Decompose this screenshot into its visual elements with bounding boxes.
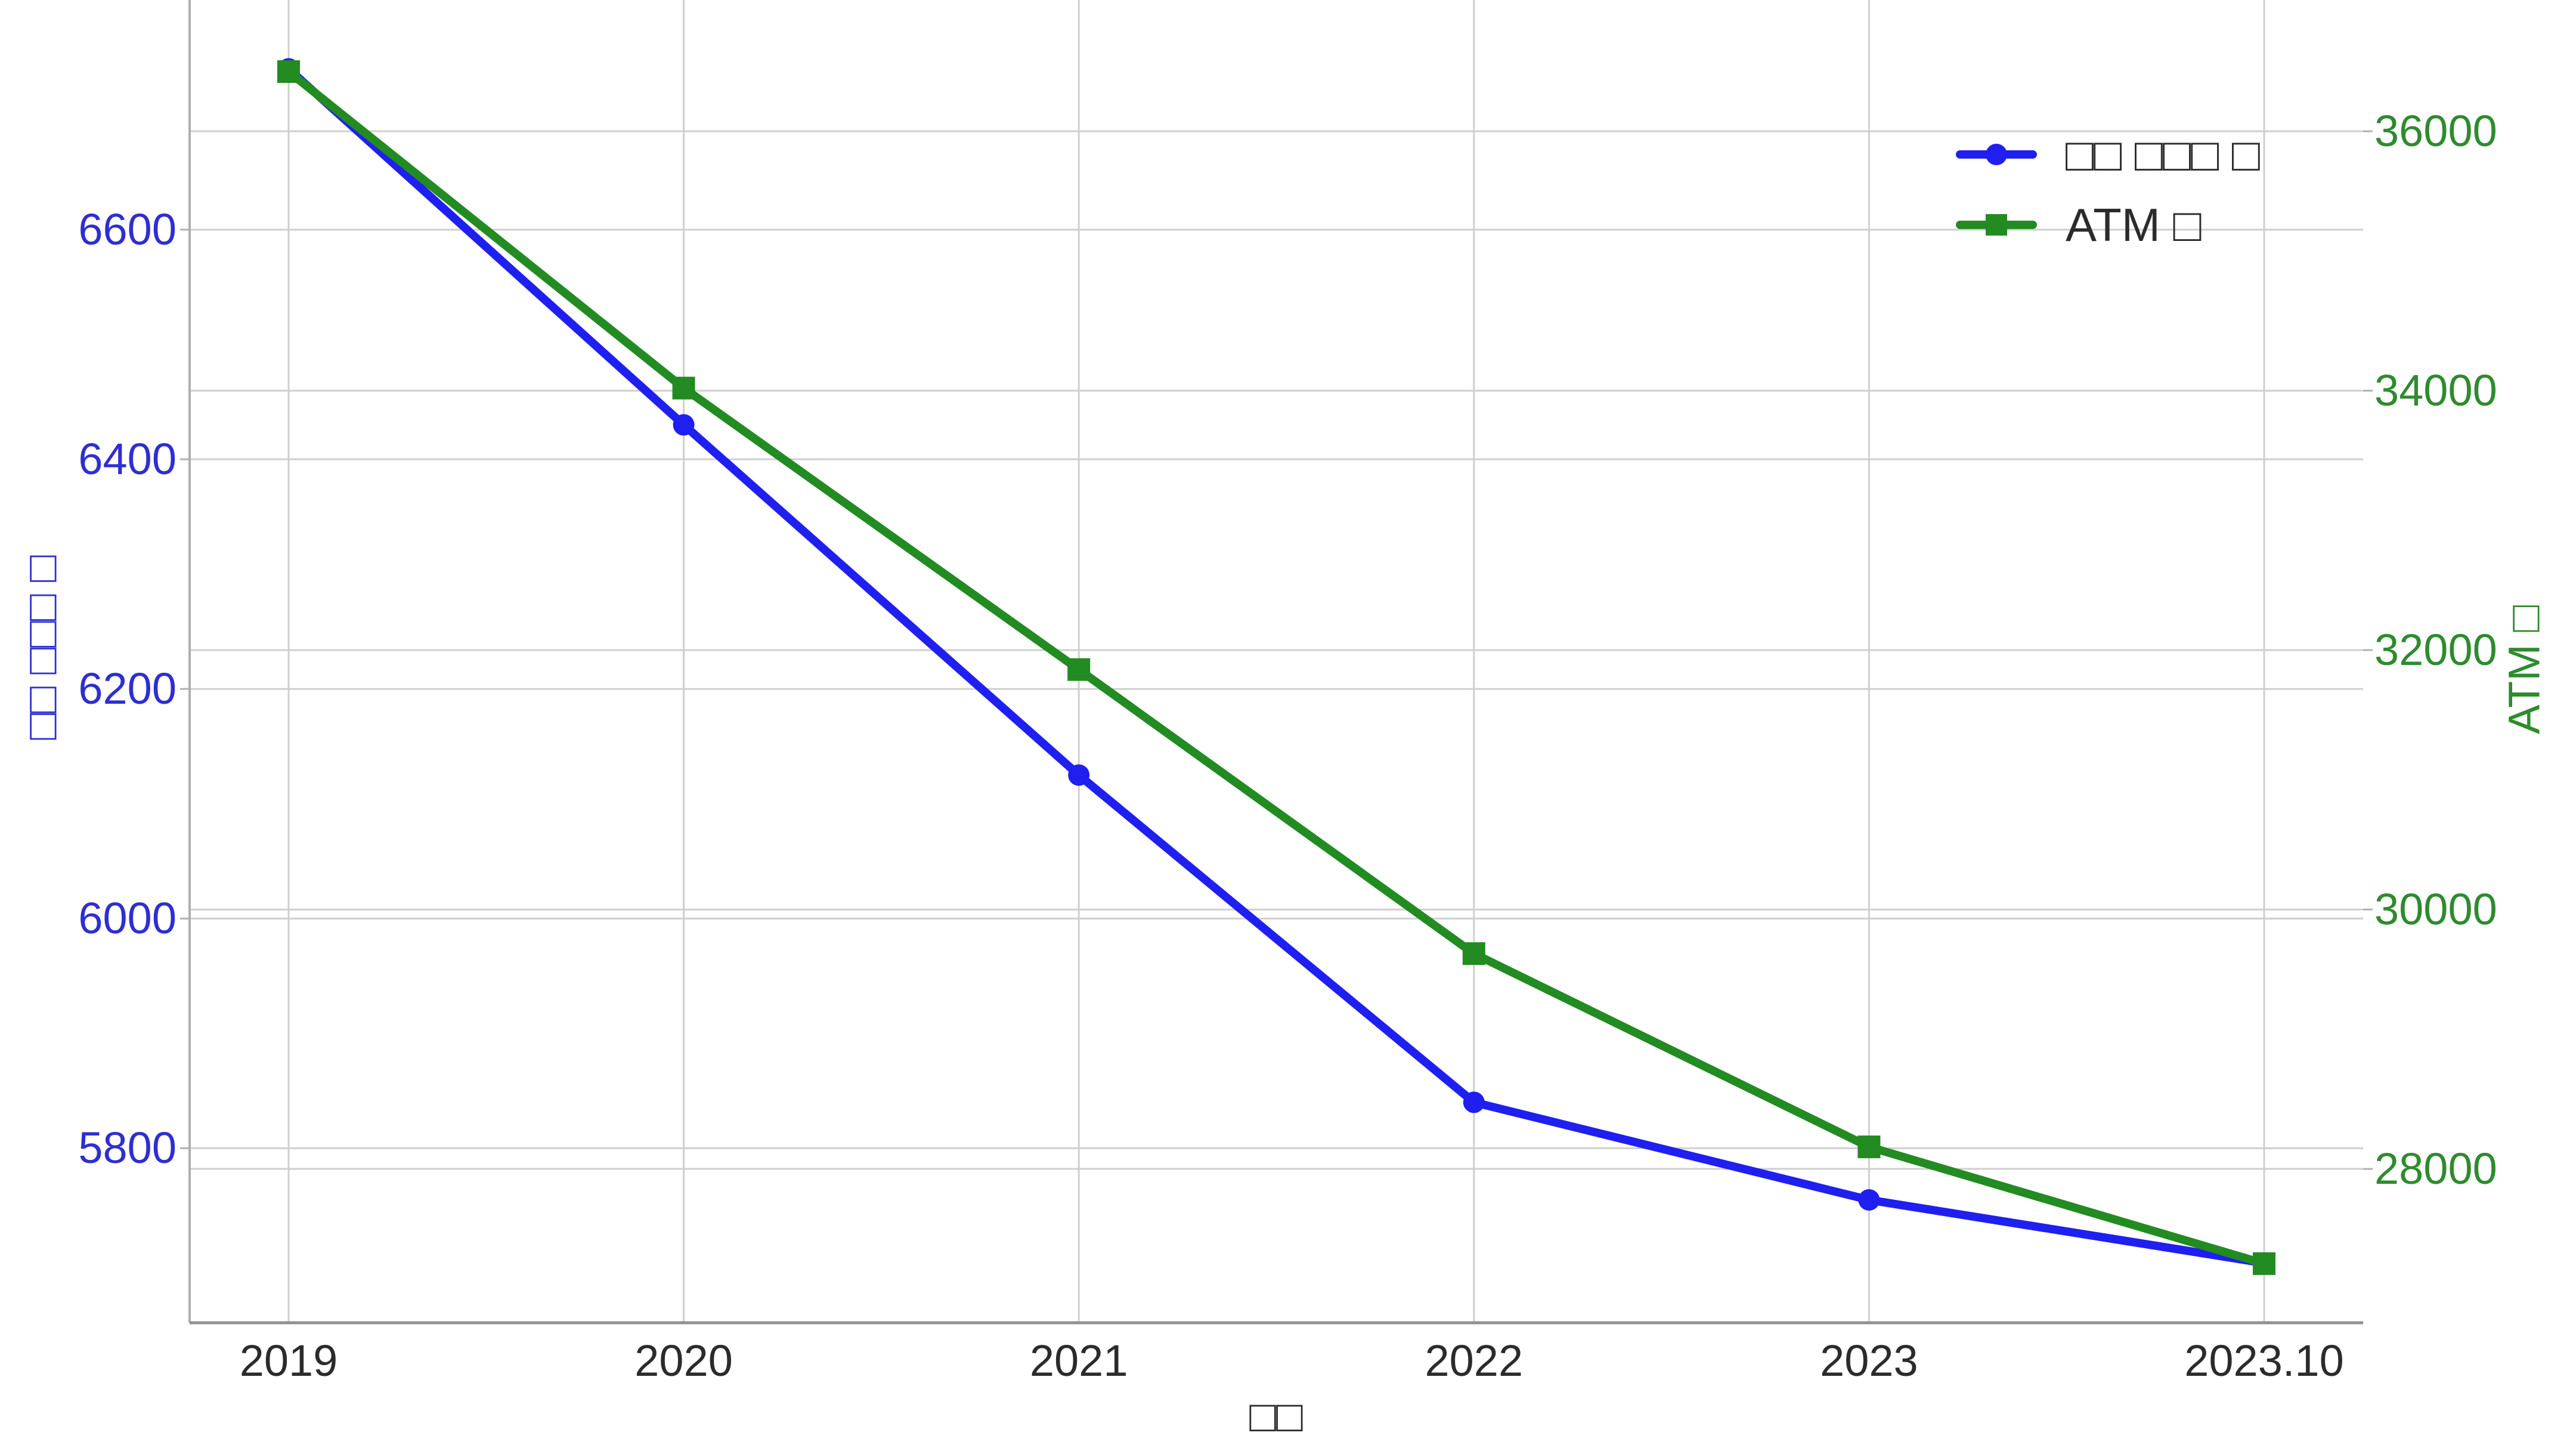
data-point-square [672,376,695,400]
x-tick-label: 2020 [634,1336,733,1385]
y-left-tick-label: 6200 [78,664,177,714]
series-line-atm [284,67,2268,1268]
x-axis-title: □□ [1249,1391,1303,1441]
data-point-square [1462,942,1485,966]
legend-swatch-blue [1956,143,2037,166]
y-left-tick-label: 5800 [78,1123,177,1173]
y-left-tick-label: 6000 [78,893,177,943]
x-tick-label: 2023.10 [2184,1336,2344,1385]
data-point-circle [1858,1189,1880,1211]
y-right-tick-label: 34000 [2374,366,2497,416]
legend: □□ □□□ □ ATM □ [1956,119,2260,260]
legend-item-branches: □□ □□□ □ [1956,119,2260,190]
x-tick-label: 2019 [239,1336,338,1385]
y-left-tick-label: 6400 [78,434,177,484]
x-tick-label: 2022 [1425,1336,1524,1385]
data-point-square [277,60,300,83]
legend-label: □□ □□□ □ [2066,128,2261,181]
legend-swatch-green [1956,213,2037,237]
x-tick-label: 2023 [1820,1336,1918,1385]
y-right-axis-title: ATM □ [2499,605,2549,734]
data-point-circle [1463,1091,1485,1113]
legend-label: ATM □ [2066,198,2202,251]
x-tick-label: 2021 [1029,1336,1128,1385]
y-right-tick-label: 32000 [2374,625,2497,675]
y-left-axis-title: □□ □□□ □ [16,555,66,740]
data-point-circle [673,414,695,436]
y-right-tick-label: 36000 [2374,106,2497,156]
y-right-tick-label: 30000 [2374,884,2497,935]
data-point-square [1857,1135,1881,1159]
circle-marker-icon [1986,144,2007,165]
legend-item-atm: ATM □ [1956,190,2260,260]
y-left-tick-label: 6600 [78,205,177,255]
data-point-circle [1068,764,1090,786]
series-line-branches [284,64,2268,1267]
data-point-square [2253,1252,2275,1275]
square-marker-icon [1986,214,2007,236]
y-right-tick-label: 28000 [2374,1144,2497,1194]
data-point-square [1067,658,1091,681]
